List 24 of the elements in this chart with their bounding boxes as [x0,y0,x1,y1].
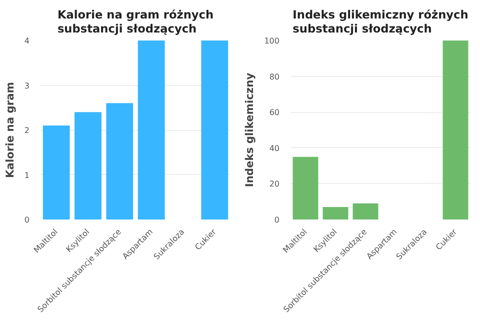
chart-title: Indeks glikemiczny różnych substancji słodzących [292,8,468,36]
y-tick-label: 2 [24,126,30,135]
y-tick-label: 1 [24,170,30,180]
bar [201,40,228,220]
y-axis-title: Indeks glikemiczny [243,72,256,188]
y-tick-label: 3 [24,81,30,90]
bar [292,156,318,220]
y-tick-label: 20 [269,180,280,189]
y-tick-label: 80 [269,72,280,82]
bar [74,112,102,220]
y-axis-title: Kalorie na gram [3,82,16,178]
y-tick-label: 4 [24,36,30,46]
bar [138,40,165,220]
y-tick-label: 40 [269,144,280,153]
y-tick-label: 100 [264,36,280,46]
bar [106,103,134,220]
bar [442,40,468,220]
y-tick-label: 0 [24,216,30,224]
bar [42,126,70,220]
bar [352,203,378,220]
y-tick-label: 60 [269,108,280,118]
y-tick-label: 0 [274,216,280,224]
chart-title: Kalorie na gram różnych substancji słodzących [57,8,214,36]
bar [322,206,348,220]
